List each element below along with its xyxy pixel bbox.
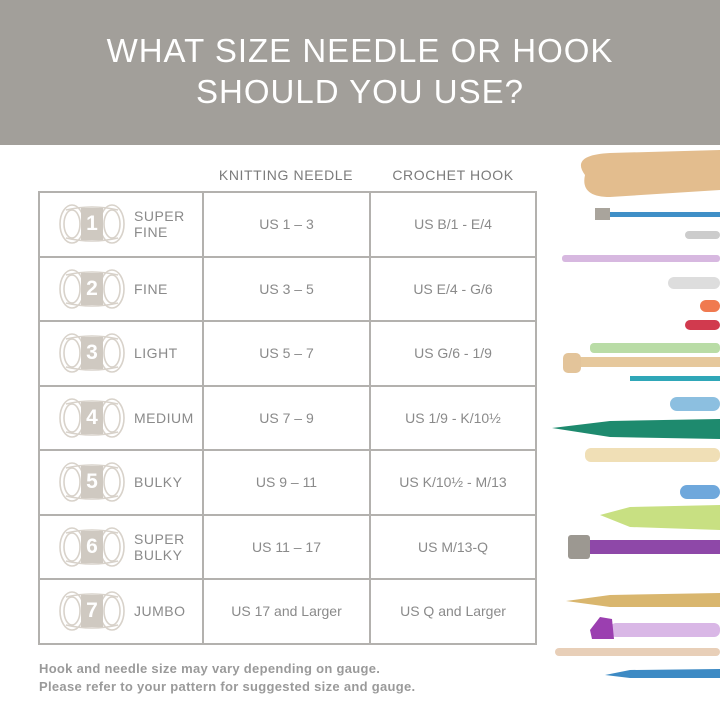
knitting-needle-size: US 3 – 5 [202,255,371,322]
yarn-skein-icon: 1 [58,202,126,246]
knitting-needle-size: US 1 – 3 [202,191,371,258]
crochet-hook-size: US 1/9 - K/10½ [369,384,537,451]
table-row: 2 FINE US 3 – 5 US E/4 - G/6 [38,255,537,322]
knitting-needle-size: US 7 – 9 [202,384,371,451]
size-table: 1 SUPER FINE US 1 – 3 US B/1 - E/4 2 FINE US 3 … [38,191,537,645]
weight-name: FINE [134,281,168,297]
yarn-skein-icon: 6 [58,525,126,569]
footnote: Hook and needle size may vary depending … [39,660,415,696]
yarn-weight-cell: 3 LIGHT [38,320,204,387]
needles-hooks-image [552,150,720,678]
yarn-skein-icon: 3 [58,331,126,375]
weight-number-badge: 5 [81,466,103,499]
yarn-weight-cell: 7 JUMBO [38,578,204,645]
yarn-skein-icon: 2 [58,267,126,311]
knitting-needle-size: US 11 – 17 [202,513,371,580]
crochet-hook-size: US G/6 - 1/9 [369,320,537,387]
yarn-weight-cell: 1 SUPER FINE [38,191,204,258]
title-line-2: SHOULD YOU USE? [196,73,524,110]
weight-number-badge: 1 [81,208,103,241]
yarn-weight-cell: 5 BULKY [38,449,204,516]
weight-name-line-1: BULKY [134,474,183,491]
weight-name: BULKY [134,474,182,490]
knitting-needle-size: US 9 – 11 [202,449,371,516]
crochet-hook-header: CROCHET HOOK [392,167,514,183]
weight-name: MEDIUM [134,410,194,426]
title-line-1: WHAT SIZE NEEDLE OR HOOK [106,32,614,69]
table-row: 1 SUPER FINE US 1 – 3 US B/1 - E/4 [38,191,537,258]
weight-name-line-1: JUMBO [134,603,186,620]
footnote-line-1: Hook and needle size may vary depending … [39,661,381,676]
crochet-hook-size: US K/10½ - M/13 [369,449,537,516]
table-row: 6 SUPER BULKY US 11 – 17 US M/13-Q [38,513,537,580]
crochet-hook-size: US Q and Larger [369,578,537,645]
weight-name: LIGHT [134,345,178,361]
weight-name-line-2: FINE [134,224,168,241]
knitting-needle-size: US 17 and Larger [202,578,371,645]
weight-number-badge: 7 [81,595,103,628]
weight-name-line-1: SUPER [134,530,185,547]
page-header: WHAT SIZE NEEDLE OR HOOK SHOULD YOU USE? [0,0,720,145]
weight-name-line-2: BULKY [134,546,183,563]
weight-name-line-1: LIGHT [134,345,178,362]
table-row: 5 BULKY US 9 – 11 US K/10½ - M/13 [38,449,537,516]
crochet-hook-size: US E/4 - G/6 [369,255,537,322]
table-row: 4 MEDIUM US 7 – 9 US 1/9 - K/10½ [38,384,537,451]
knitting-needle-header: KNITTING NEEDLE [218,167,354,183]
weight-name-line-1: MEDIUM [134,409,194,426]
table-row: 3 LIGHT US 5 – 7 US G/6 - 1/9 [38,320,537,387]
yarn-weight-cell: 4 MEDIUM [38,384,204,451]
yarn-skein-icon: 7 [58,589,126,633]
weight-name-line-1: FINE [134,280,168,297]
weight-number-badge: 4 [81,401,103,434]
weight-name: JUMBO [134,603,186,619]
weight-name: SUPER FINE [134,208,185,240]
knitting-needle-size: US 5 – 7 [202,320,371,387]
yarn-skein-icon: 5 [58,460,126,504]
yarn-weight-cell: 2 FINE [38,255,204,322]
table-row: 7 JUMBO US 17 and Larger US Q and Larger [38,578,537,645]
weight-number-badge: 3 [81,337,103,370]
footnote-line-2: Please refer to your pattern for suggest… [39,679,416,694]
weight-number-badge: 2 [81,272,103,305]
crochet-hook-size: US B/1 - E/4 [369,191,537,258]
yarn-skein-icon: 4 [58,396,126,440]
weight-number-badge: 6 [81,530,103,563]
yarn-weight-cell: 6 SUPER BULKY [38,513,204,580]
weight-name-line-1: SUPER [134,208,185,225]
crochet-hook-size: US M/13-Q [369,513,537,580]
weight-name: SUPER BULKY [134,531,185,563]
